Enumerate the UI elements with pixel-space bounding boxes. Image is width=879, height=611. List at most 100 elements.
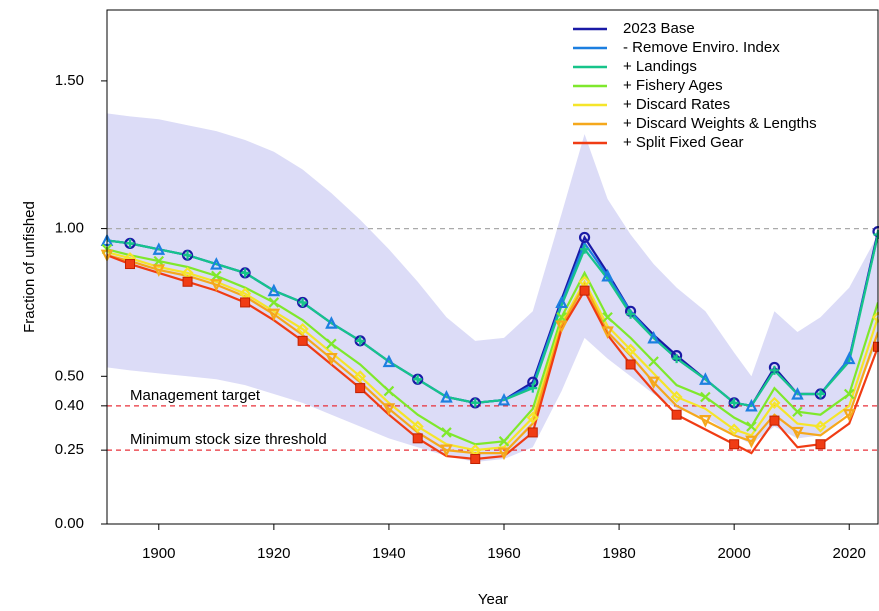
marker xyxy=(555,295,568,309)
marker xyxy=(815,389,825,399)
marker xyxy=(412,433,423,444)
marker xyxy=(672,354,682,364)
marker xyxy=(182,276,193,287)
marker xyxy=(240,297,251,308)
marker xyxy=(700,391,711,403)
marker xyxy=(153,255,165,267)
marker xyxy=(325,352,338,366)
marker xyxy=(843,388,855,400)
marker xyxy=(815,439,826,450)
marker xyxy=(579,285,590,296)
marker xyxy=(526,411,539,424)
marker xyxy=(355,336,365,346)
marker xyxy=(267,283,281,297)
marker xyxy=(240,268,250,278)
marker xyxy=(670,390,683,404)
plot-frame xyxy=(106,9,879,525)
series-line xyxy=(107,248,878,446)
marker xyxy=(814,420,827,433)
marker xyxy=(382,403,396,416)
x-tick-label: 1940 xyxy=(372,545,405,562)
marker xyxy=(497,392,511,406)
x-tick-label: 1900 xyxy=(142,545,175,562)
legend-label: + Fishery Ages xyxy=(623,77,723,94)
marker xyxy=(267,308,281,322)
marker xyxy=(601,268,614,282)
reference-label: Minimum stock size threshold xyxy=(130,431,327,448)
marker xyxy=(746,421,757,432)
y-tick-label: 0.25 xyxy=(55,441,84,458)
uncertainty-band xyxy=(107,113,878,462)
marker xyxy=(842,351,856,365)
marker xyxy=(470,454,481,465)
marker xyxy=(441,427,452,438)
marker xyxy=(626,309,636,319)
x-tick-label: 1920 xyxy=(257,545,290,562)
marker xyxy=(625,359,636,370)
marker xyxy=(728,423,741,436)
y-tick-label: 1.50 xyxy=(55,72,84,89)
marker xyxy=(528,383,538,393)
marker xyxy=(411,420,424,433)
marker xyxy=(296,322,309,336)
marker xyxy=(647,376,660,390)
x-tick-label: 2000 xyxy=(717,545,750,562)
marker xyxy=(791,387,804,400)
marker xyxy=(699,415,712,428)
marker xyxy=(769,415,780,426)
marker xyxy=(671,409,682,420)
marker xyxy=(745,435,758,449)
x-tick-label: 1980 xyxy=(602,545,635,562)
marker xyxy=(602,311,613,323)
legend-label: - Remove Enviro. Index xyxy=(623,39,780,56)
marker xyxy=(470,398,480,408)
marker xyxy=(729,398,739,408)
marker xyxy=(745,398,758,412)
marker xyxy=(647,330,660,344)
legend-label: + Split Fixed Gear xyxy=(623,134,743,151)
marker xyxy=(440,444,453,458)
marker xyxy=(842,409,856,422)
marker xyxy=(555,320,568,334)
marker xyxy=(210,257,223,270)
legend-label: + Discard Rates xyxy=(623,96,730,113)
marker xyxy=(768,396,781,409)
marker xyxy=(792,406,803,418)
marker xyxy=(527,427,538,438)
x-tick-label: 1960 xyxy=(487,545,520,562)
marker xyxy=(383,385,395,397)
marker xyxy=(326,338,337,350)
marker xyxy=(729,439,740,450)
marker xyxy=(497,447,511,461)
marker xyxy=(440,390,453,403)
marker xyxy=(578,231,591,244)
legend-label: + Discard Weights & Lengths xyxy=(623,115,817,132)
marker xyxy=(297,335,308,346)
marker xyxy=(325,316,338,329)
y-tick-label: 0.00 xyxy=(55,515,84,532)
legend-label: 2023 Base xyxy=(623,20,695,37)
marker xyxy=(211,270,222,282)
marker xyxy=(210,279,223,292)
y-tick-label: 1.00 xyxy=(55,220,84,237)
marker xyxy=(601,326,614,339)
y-axis-label: Fraction of unfished xyxy=(21,201,38,333)
marker xyxy=(791,426,804,440)
marker xyxy=(152,242,166,255)
marker xyxy=(498,436,510,447)
marker xyxy=(624,343,637,356)
marker xyxy=(152,264,166,277)
marker xyxy=(648,356,659,367)
marker xyxy=(769,365,779,375)
marker xyxy=(183,250,193,260)
marker xyxy=(699,372,712,385)
marker xyxy=(556,311,567,323)
reference-label: Management target xyxy=(130,387,261,404)
marker xyxy=(355,383,366,394)
marker xyxy=(298,297,308,307)
x-axis-label: Year xyxy=(478,591,508,608)
legend-label: + Landings xyxy=(623,58,697,75)
y-tick-label: 0.40 xyxy=(55,397,84,414)
marker xyxy=(382,354,396,368)
